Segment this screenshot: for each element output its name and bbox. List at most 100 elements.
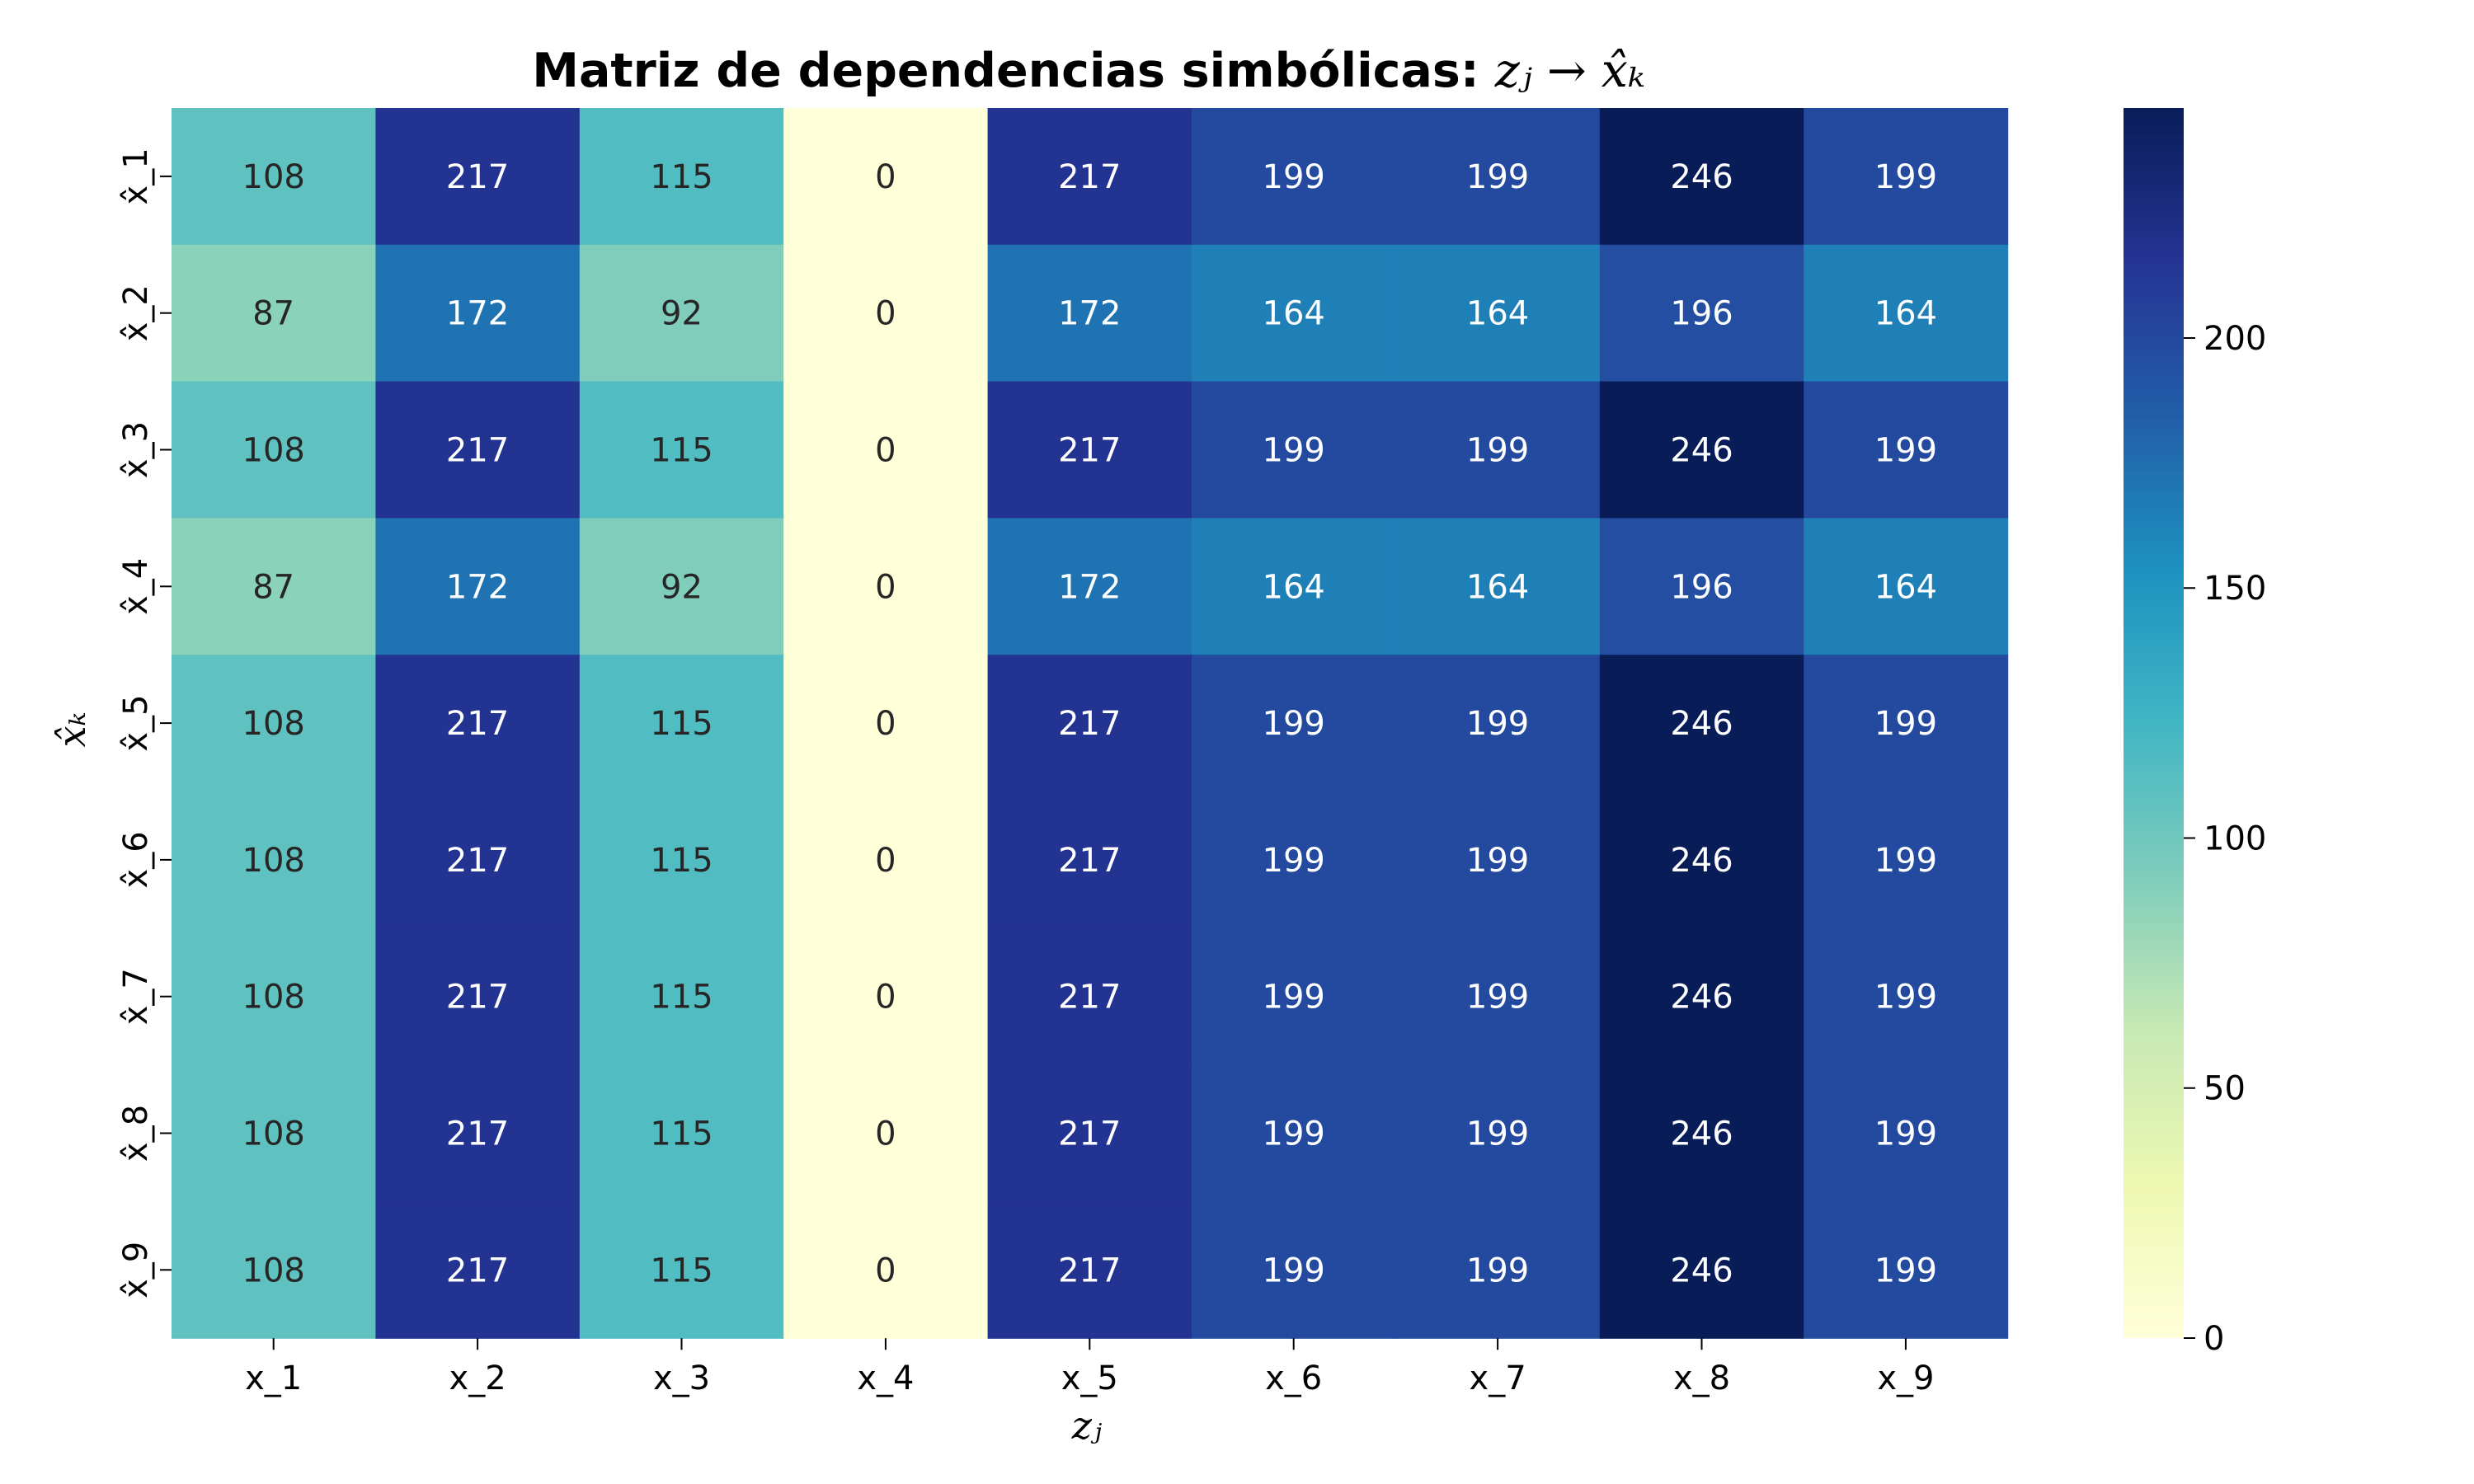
heatmap-cell-label: 108 xyxy=(242,979,305,1017)
heatmap-cell-label: 87 xyxy=(252,568,294,606)
heatmap-cell-label: 199 xyxy=(1874,158,1937,196)
y-tick-label: x̂_7 xyxy=(117,968,155,1025)
y-tick-label: x̂_9 xyxy=(117,1242,155,1298)
heatmap-cell xyxy=(1804,1064,2009,1202)
heatmap-cell-label: 199 xyxy=(1466,979,1529,1017)
heatmap-cell xyxy=(579,518,784,655)
heatmap-cell-label: 246 xyxy=(1670,705,1733,743)
heatmap-cell-label: 199 xyxy=(1263,842,1325,880)
heatmap-cell-label: 92 xyxy=(661,295,703,333)
heatmap-cell-label: 108 xyxy=(242,432,305,470)
heatmap-cell xyxy=(783,381,989,519)
heatmap-cell xyxy=(1192,1201,1396,1339)
heatmap-cell-label: 199 xyxy=(1263,1115,1325,1153)
heatmap-cell-label: 199 xyxy=(1874,1252,1937,1289)
heatmap-cell-label: 217 xyxy=(1058,979,1121,1017)
heatmap-cell xyxy=(1192,381,1396,519)
heatmap-cell xyxy=(1599,791,1804,929)
heatmap-cell xyxy=(375,655,581,792)
heatmap-cell xyxy=(1599,1201,1804,1339)
x-tick-label: x_1 xyxy=(245,1360,302,1397)
x-axis-label: zⱼ xyxy=(1071,1403,1103,1448)
heatmap-cell xyxy=(783,108,989,246)
heatmap-cell-label: 199 xyxy=(1466,1115,1529,1153)
y-tick-label: x̂_3 xyxy=(117,421,155,478)
heatmap-cell xyxy=(987,928,1192,1066)
heatmap-cell-label: 217 xyxy=(1058,1115,1121,1153)
heatmap-cell xyxy=(1192,655,1396,792)
heatmap-cell-label: 246 xyxy=(1670,979,1733,1017)
heatmap-cell-label: 246 xyxy=(1670,1252,1733,1289)
heatmap-cell-label: 92 xyxy=(661,568,703,606)
heatmap-cell xyxy=(783,1201,989,1339)
colorbar xyxy=(2124,108,2184,1338)
heatmap-cell xyxy=(1599,381,1804,519)
heatmap-cell-label: 0 xyxy=(875,295,896,333)
heatmap-cell xyxy=(375,244,581,383)
heatmap-cell-label: 164 xyxy=(1263,568,1325,606)
heatmap-cell-label: 199 xyxy=(1263,158,1325,196)
y-axis-label: x̂ₖ xyxy=(49,712,94,748)
heatmap-cell-label: 0 xyxy=(875,842,896,880)
heatmap-cell xyxy=(1804,108,2009,246)
heatmap-cell xyxy=(783,518,989,655)
heatmap-cell xyxy=(1192,928,1396,1066)
heatmap-cell xyxy=(1804,1201,2009,1339)
y-tick-label: x̂_2 xyxy=(117,284,155,341)
heatmap-cell-label: 199 xyxy=(1874,705,1937,743)
chart-title-text: Matriz de dependencias simbólicas: xyxy=(532,44,1479,98)
heatmap-cell-label: 217 xyxy=(446,1115,509,1153)
heatmap-cell-label: 0 xyxy=(875,979,896,1017)
heatmap-cell xyxy=(172,791,376,929)
chart-title: Matriz de dependencias simbólicas: zⱼ → … xyxy=(532,44,1645,98)
heatmap-cell xyxy=(172,108,376,246)
heatmap-cell-label: 217 xyxy=(1058,705,1121,743)
heatmap-cell-label: 108 xyxy=(242,1115,305,1153)
x-tick-label: x_7 xyxy=(1470,1360,1526,1397)
heatmap-cell-label: 199 xyxy=(1263,432,1325,470)
colorbar-tick-label: 150 xyxy=(2204,570,2266,608)
heatmap-cell-label: 115 xyxy=(650,842,713,880)
heatmap-cell xyxy=(1395,108,1601,246)
heatmap-cell-label: 217 xyxy=(446,979,509,1017)
heatmap-cell xyxy=(1395,791,1601,929)
heatmap-cell xyxy=(172,1201,376,1339)
heatmap-cell xyxy=(1599,655,1804,792)
heatmap-cell-label: 199 xyxy=(1874,432,1937,470)
heatmap-cell xyxy=(375,1064,581,1202)
heatmap-cell xyxy=(1804,518,2009,655)
heatmap-cell xyxy=(579,244,784,383)
heatmap-cell-label: 172 xyxy=(1058,295,1121,333)
y-tick-label: x̂_6 xyxy=(117,831,155,888)
chart-title-math: zⱼ → x̂ₖ xyxy=(1494,44,1645,98)
heatmap-cell-label: 199 xyxy=(1263,1252,1325,1289)
heatmap-cell-label: 115 xyxy=(650,1252,713,1289)
heatmap-cell-label: 199 xyxy=(1874,1115,1937,1153)
heatmap-cell xyxy=(579,791,784,929)
heatmap-cell xyxy=(172,381,376,519)
heatmap-cell-label: 108 xyxy=(242,842,305,880)
heatmap-cell xyxy=(1192,244,1396,383)
heatmap-cell xyxy=(375,1201,581,1339)
heatmap-cell-label: 217 xyxy=(1058,1252,1121,1289)
heatmap-cell-label: 217 xyxy=(1058,842,1121,880)
heatmap-cell xyxy=(987,108,1192,246)
heatmap-cell xyxy=(1599,1064,1804,1202)
x-tick-label: x_2 xyxy=(449,1360,506,1397)
heatmap-cell xyxy=(579,381,784,519)
heatmap-cell-label: 164 xyxy=(1466,295,1529,333)
heatmap-cell xyxy=(987,791,1192,929)
x-tick-label: x_8 xyxy=(1673,1360,1730,1397)
heatmap-cell xyxy=(987,1201,1192,1339)
heatmap-cell-label: 199 xyxy=(1466,705,1529,743)
heatmap-cell xyxy=(579,1064,784,1202)
heatmap-cell-label: 217 xyxy=(446,705,509,743)
heatmap-cell-label: 196 xyxy=(1670,295,1733,333)
y-tick-label: x̂_8 xyxy=(117,1105,155,1162)
heatmap-cell xyxy=(1395,518,1601,655)
heatmap-cell xyxy=(172,244,376,383)
heatmap-cell-label: 217 xyxy=(446,158,509,196)
heatmap-cell xyxy=(1599,518,1804,655)
colorbar-tick-label: 200 xyxy=(2204,320,2266,358)
